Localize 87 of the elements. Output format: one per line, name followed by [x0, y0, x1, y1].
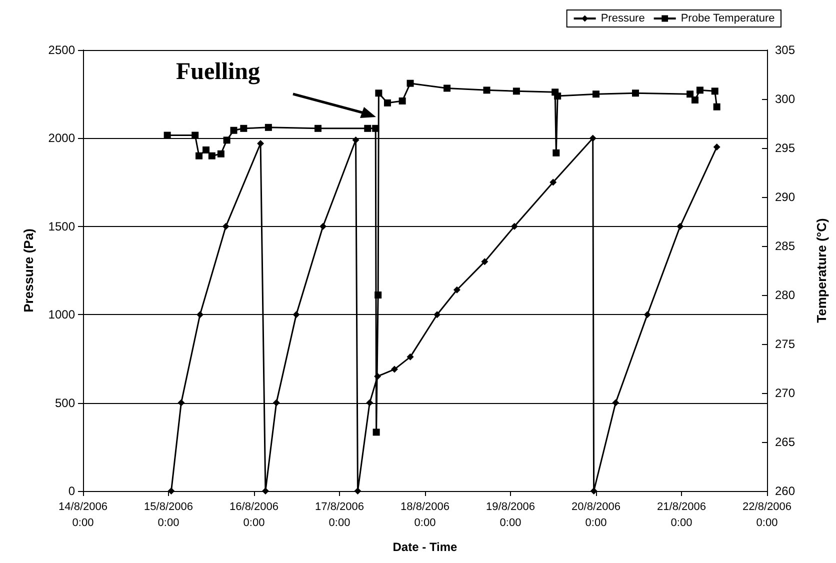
point [208, 152, 216, 160]
x-tick-label: 20/8/2006 0:00 [572, 501, 620, 529]
point [223, 136, 230, 144]
point [550, 178, 557, 186]
point [384, 99, 391, 106]
point [262, 488, 269, 494]
y2-tick-label: 265 [775, 435, 796, 449]
point [164, 132, 171, 139]
y2-tick-label: 305 [775, 43, 796, 57]
y2-tick-label: 295 [775, 141, 796, 155]
point [632, 90, 639, 97]
y-tick-label: 1500 [48, 219, 76, 234]
point [374, 372, 382, 380]
point [196, 152, 203, 160]
y2-tick-label: 290 [775, 190, 796, 204]
point [366, 399, 374, 406]
x-tick-label: 16/8/2006 0:00 [230, 501, 278, 529]
point [178, 399, 185, 406]
x-tick-label: 18/8/2006 0:00 [400, 501, 450, 529]
point [444, 84, 451, 92]
annotation: Fuelling [176, 59, 260, 85]
y-tick-label: 0 [68, 484, 76, 498]
point [453, 286, 460, 294]
point [483, 86, 490, 94]
point [375, 90, 382, 97]
point [264, 124, 272, 131]
point [292, 311, 300, 318]
y-axis-title: Pressure (Pa) [21, 228, 36, 312]
point [406, 80, 414, 87]
point [434, 311, 441, 318]
y-tick-label: 2000 [48, 131, 76, 146]
point [352, 136, 360, 144]
y2-tick-label: 300 [775, 92, 796, 106]
y2-tick-label: 260 [775, 484, 796, 498]
point [240, 124, 248, 132]
y2-tick-label: 285 [775, 239, 796, 253]
point [686, 90, 694, 98]
point [319, 222, 326, 230]
x-tick-label: 22/8/2006 0:00 [742, 501, 792, 529]
point [272, 399, 280, 406]
point [691, 96, 698, 104]
point [217, 150, 224, 158]
point [390, 366, 398, 373]
y2-axis-title: Temperature (°C) [814, 218, 829, 323]
point [510, 222, 518, 230]
legend-label: Probe Temperature [680, 12, 775, 24]
point [372, 428, 380, 436]
point [364, 124, 372, 132]
point [590, 488, 598, 494]
point [398, 97, 406, 104]
point [711, 88, 718, 95]
point [230, 126, 238, 134]
point [406, 353, 414, 360]
x-tick-label: 14/8/2006 0:00 [58, 501, 108, 529]
y2-tick-label: 270 [775, 386, 796, 400]
point [713, 144, 720, 151]
point [192, 132, 199, 139]
y2-tick-label: 275 [775, 337, 796, 351]
y-tick-label: 500 [54, 396, 76, 410]
point [374, 292, 382, 298]
x-tick-label: 15/8/2006 0:00 [144, 501, 193, 529]
point [354, 488, 362, 494]
point [676, 222, 684, 230]
point [202, 146, 210, 154]
point [713, 103, 720, 110]
point [552, 149, 560, 156]
y-tick-label: 2500 [48, 43, 76, 57]
point [589, 134, 596, 142]
point [554, 92, 562, 100]
x-axis-title: Date - Time [392, 540, 458, 554]
y2-tick-label: 280 [775, 288, 796, 302]
legend-label: Pressure [600, 12, 645, 24]
point [481, 258, 488, 266]
x-tick-label: 21/8/2006 0:00 [657, 501, 706, 529]
point [612, 399, 620, 406]
x-tick-label: 17/8/2006 0:00 [315, 501, 364, 529]
point [644, 311, 651, 318]
point [696, 86, 704, 94]
point [222, 222, 230, 230]
y-tick-label: 1000 [48, 308, 76, 322]
point [196, 311, 204, 318]
point [257, 140, 264, 147]
point [314, 124, 322, 132]
point [592, 90, 600, 98]
point [512, 88, 520, 95]
x-tick-label: 19/8/2006 0:00 [486, 501, 535, 529]
point [372, 124, 380, 132]
